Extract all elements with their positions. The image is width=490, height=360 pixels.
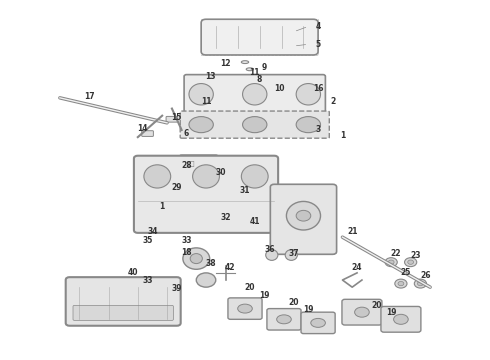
Ellipse shape [187, 187, 206, 202]
Text: 38: 38 [206, 260, 216, 269]
Ellipse shape [296, 117, 320, 133]
Text: 35: 35 [143, 236, 153, 245]
Text: 36: 36 [264, 245, 274, 254]
Ellipse shape [190, 253, 202, 264]
Text: 11: 11 [249, 68, 260, 77]
Text: 19: 19 [303, 305, 314, 314]
Ellipse shape [266, 249, 278, 260]
Ellipse shape [277, 315, 291, 324]
Ellipse shape [238, 304, 252, 313]
Text: 11: 11 [201, 97, 211, 106]
Text: 28: 28 [181, 161, 192, 170]
Text: 19: 19 [386, 309, 396, 318]
FancyBboxPatch shape [301, 312, 335, 334]
Ellipse shape [385, 258, 397, 267]
Ellipse shape [393, 314, 408, 324]
Text: 6: 6 [184, 129, 189, 138]
Text: 37: 37 [289, 249, 299, 258]
Text: 31: 31 [240, 186, 250, 195]
Ellipse shape [189, 117, 213, 133]
Ellipse shape [144, 165, 171, 188]
Ellipse shape [408, 260, 414, 264]
Text: 39: 39 [172, 284, 182, 293]
Text: 34: 34 [147, 227, 158, 236]
FancyBboxPatch shape [180, 111, 329, 138]
Ellipse shape [417, 282, 423, 286]
FancyBboxPatch shape [142, 131, 153, 136]
FancyBboxPatch shape [66, 277, 181, 326]
FancyBboxPatch shape [342, 299, 382, 325]
Ellipse shape [243, 117, 267, 133]
Ellipse shape [196, 273, 216, 287]
Text: 40: 40 [128, 268, 138, 277]
Ellipse shape [183, 248, 210, 269]
Text: 21: 21 [347, 227, 357, 236]
Ellipse shape [242, 165, 268, 188]
Ellipse shape [415, 279, 426, 288]
Text: 14: 14 [137, 124, 148, 133]
FancyBboxPatch shape [166, 116, 178, 122]
Text: 8: 8 [257, 75, 262, 84]
FancyBboxPatch shape [381, 306, 421, 332]
Ellipse shape [296, 84, 320, 105]
Text: 25: 25 [401, 268, 411, 277]
Text: 22: 22 [391, 249, 401, 258]
Text: 32: 32 [220, 213, 231, 222]
Ellipse shape [388, 260, 394, 264]
FancyBboxPatch shape [201, 19, 318, 55]
Text: 1: 1 [340, 131, 345, 140]
Text: 20: 20 [245, 283, 255, 292]
Text: 20: 20 [289, 298, 299, 307]
Text: 16: 16 [313, 84, 323, 93]
Text: 26: 26 [420, 271, 431, 280]
Text: 3: 3 [316, 126, 321, 135]
Ellipse shape [395, 279, 407, 288]
Ellipse shape [242, 61, 248, 64]
Ellipse shape [190, 190, 202, 199]
Ellipse shape [287, 202, 320, 230]
FancyBboxPatch shape [134, 156, 278, 233]
FancyBboxPatch shape [228, 298, 262, 319]
Ellipse shape [311, 319, 325, 327]
Text: 29: 29 [172, 183, 182, 192]
Text: 18: 18 [181, 248, 192, 257]
Text: 4: 4 [316, 22, 321, 31]
Text: 19: 19 [259, 291, 270, 300]
Text: 42: 42 [225, 263, 236, 272]
Ellipse shape [296, 210, 311, 221]
FancyBboxPatch shape [179, 155, 218, 178]
Ellipse shape [355, 307, 369, 317]
Text: 1: 1 [160, 202, 165, 211]
FancyBboxPatch shape [184, 75, 325, 114]
Ellipse shape [246, 68, 253, 71]
Ellipse shape [251, 75, 258, 78]
Ellipse shape [405, 258, 417, 267]
Text: 5: 5 [316, 40, 320, 49]
Text: 9: 9 [262, 63, 267, 72]
Ellipse shape [243, 84, 267, 105]
FancyBboxPatch shape [267, 309, 301, 330]
Text: 12: 12 [220, 59, 231, 68]
Text: 41: 41 [249, 217, 260, 226]
Text: □: □ [187, 159, 195, 168]
Text: 20: 20 [371, 301, 382, 310]
FancyBboxPatch shape [73, 305, 173, 320]
Ellipse shape [189, 84, 213, 105]
FancyBboxPatch shape [270, 184, 337, 254]
Text: 30: 30 [216, 168, 226, 177]
Text: 10: 10 [274, 84, 284, 93]
Text: 24: 24 [352, 263, 362, 272]
Ellipse shape [285, 249, 297, 260]
Text: 33: 33 [181, 236, 192, 245]
Text: 17: 17 [84, 91, 95, 100]
Text: 33: 33 [142, 276, 153, 285]
Text: 2: 2 [330, 97, 335, 106]
Text: 15: 15 [172, 113, 182, 122]
Ellipse shape [193, 165, 220, 188]
Ellipse shape [398, 282, 404, 286]
Text: 23: 23 [410, 251, 421, 260]
Text: 13: 13 [206, 72, 216, 81]
